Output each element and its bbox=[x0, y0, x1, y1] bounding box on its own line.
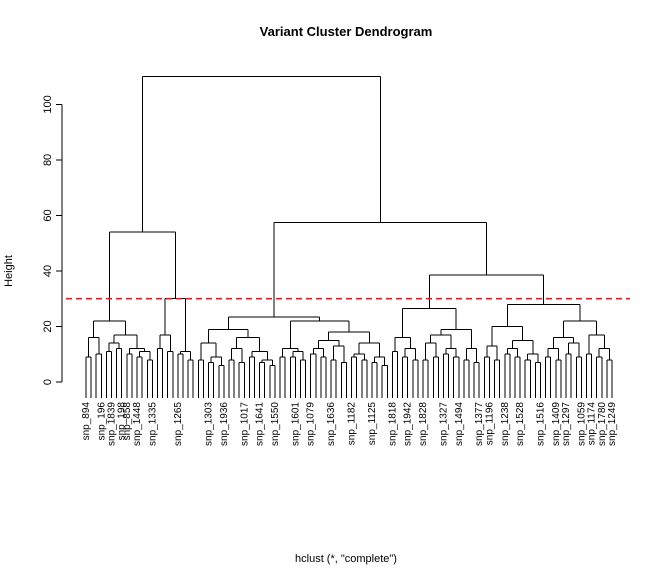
y-tick-label: 40 bbox=[42, 265, 54, 277]
leaf-label: snp_1641 bbox=[255, 402, 266, 446]
leaf-label: snp_1528 bbox=[515, 402, 526, 446]
chart-title: Variant Cluster Dendrogram bbox=[260, 24, 433, 39]
leaf-label: snp_1327 bbox=[438, 402, 449, 446]
leaf-label: snp_1265 bbox=[173, 402, 184, 446]
leaf-label: snp_1249 bbox=[607, 402, 618, 446]
leaf-label: snp_1936 bbox=[219, 402, 230, 446]
leaf-label: snp_1238 bbox=[500, 402, 511, 446]
leaf-label: snp_1494 bbox=[454, 402, 465, 446]
y-tick-label: 80 bbox=[42, 154, 54, 166]
x-axis-label: hclust (*, "complete") bbox=[295, 553, 397, 565]
leaf-label: snp_1516 bbox=[536, 402, 547, 446]
y-tick-label: 20 bbox=[42, 320, 54, 332]
leaf-label: snp_1303 bbox=[204, 402, 215, 446]
leaf-label: snp_1335 bbox=[147, 402, 158, 446]
leaf-label: snp_1448 bbox=[132, 402, 143, 446]
leaf-label: snp_1550 bbox=[270, 402, 281, 446]
leaf-label: snp_1017 bbox=[239, 402, 250, 446]
leaf-label: snp_894 bbox=[81, 402, 92, 441]
leaf-label: snp_1377 bbox=[474, 402, 485, 446]
y-tick-label: 0 bbox=[42, 379, 54, 385]
leaf-label: snp_1409 bbox=[551, 402, 562, 446]
leaf-label: snp_1636 bbox=[326, 402, 337, 446]
leaf-label: snp_1059 bbox=[576, 402, 587, 446]
leaf-label: snp_1182 bbox=[347, 402, 358, 446]
leaf-label: snp_1196 bbox=[484, 402, 495, 446]
leaf-label: snp_858 bbox=[122, 402, 133, 441]
leaf-label: snp_1942 bbox=[403, 402, 414, 446]
leaf-label: snp_1818 bbox=[387, 402, 398, 446]
leaf-label: snp_1839 bbox=[107, 402, 118, 446]
y-axis-label: Height bbox=[3, 255, 15, 287]
leaf-label: snp_1079 bbox=[306, 402, 317, 446]
y-tick-label: 60 bbox=[42, 209, 54, 221]
leaf-label: snp_1297 bbox=[561, 402, 572, 446]
leaf-label: snp_1125 bbox=[367, 402, 378, 446]
y-axis: 0 20 40 60 80 100 bbox=[42, 95, 63, 385]
leaf-label: snp_196 bbox=[96, 402, 107, 441]
y-tick-label: 100 bbox=[42, 95, 54, 113]
leaf-label: snp_1780 bbox=[597, 402, 608, 446]
leaf-label: snp_1174 bbox=[587, 402, 598, 446]
dendrogram-tree bbox=[85, 76, 613, 398]
leaf-label: snp_1601 bbox=[290, 402, 301, 446]
leaf-label: snp_198 bbox=[117, 402, 128, 441]
leaf-label: snp_1828 bbox=[418, 402, 429, 446]
